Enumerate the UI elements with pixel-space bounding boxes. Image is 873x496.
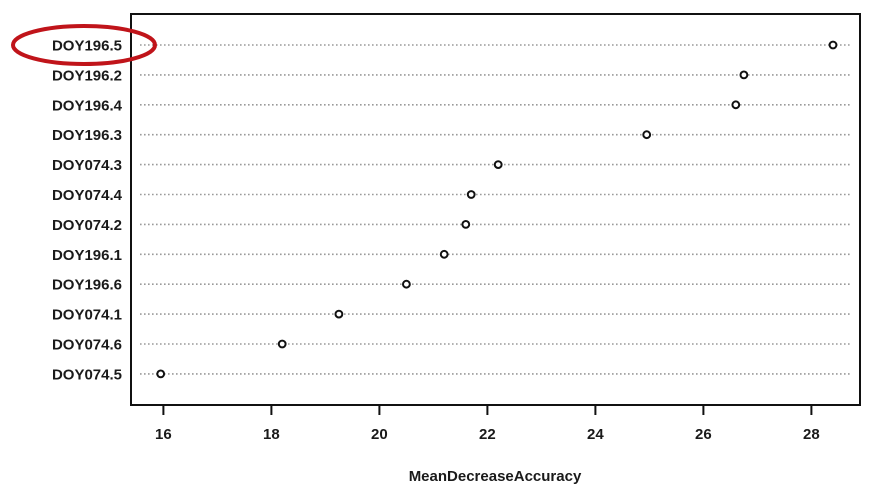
x-tick-label: 20: [371, 426, 388, 443]
category-label: DOY074.4: [52, 187, 123, 204]
data-point: [828, 40, 838, 50]
category-labels: DOY196.5 DOY196.2 DOY196.4 DOY196.3 DOY074.3…: [52, 38, 123, 384]
data-point: [439, 249, 449, 259]
data-point: [277, 339, 287, 349]
x-axis-title: MeanDecreaseAccuracy: [409, 468, 582, 485]
data-point: [461, 220, 471, 229]
plot-frame: [130, 13, 861, 406]
category-label: DOY196.3: [52, 127, 122, 144]
x-tick-label: 28: [803, 426, 820, 443]
category-label: DOY196.6: [52, 277, 122, 294]
data-point: [642, 130, 652, 140]
data-point: [739, 70, 749, 80]
x-tick-label: 16: [155, 426, 172, 443]
x-axis: 16 18 20 22 24 26 28: [155, 405, 820, 443]
x-tick-label: 24: [587, 426, 604, 443]
category-label: DOY196.4: [52, 97, 123, 114]
data-points: [156, 40, 838, 379]
grid-lines: [140, 44, 852, 375]
data-point: [466, 190, 476, 199]
data-point: [493, 160, 503, 170]
x-tick-label: 22: [479, 426, 496, 443]
highlight-ellipse: [11, 24, 157, 66]
x-tick-label: 26: [695, 426, 712, 443]
data-point: [156, 369, 166, 379]
category-label: DOY196.5: [52, 38, 122, 55]
category-label: DOY074.3: [52, 157, 122, 174]
category-label: DOY196.1: [52, 247, 122, 264]
x-tick-label: 18: [263, 426, 280, 443]
category-label: DOY074.1: [52, 307, 122, 324]
data-point: [334, 309, 344, 319]
data-point: [402, 279, 411, 289]
category-label: DOY074.6: [52, 337, 122, 354]
data-point: [731, 100, 741, 110]
category-label: DOY196.2: [52, 67, 122, 84]
category-label: DOY074.5: [52, 366, 122, 383]
category-label: DOY074.2: [52, 217, 122, 234]
